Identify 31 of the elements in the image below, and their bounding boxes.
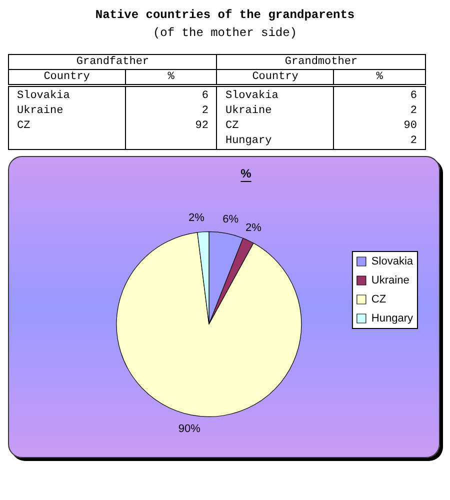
data-label: 2 <box>200 104 208 118</box>
category-label: Hungary <box>225 134 273 148</box>
category-label: CZ <box>225 120 239 132</box>
category-label: Ukraine <box>225 105 272 117</box>
category-label: Slovakia <box>17 89 71 103</box>
text: Country <box>252 71 298 83</box>
text: Country <box>8 70 126 86</box>
legend-label: Hungary <box>371 312 414 325</box>
text: % <box>376 71 383 83</box>
data-label: 6 <box>409 89 417 103</box>
legend-label: CZ <box>371 294 386 306</box>
data-label: 2 <box>409 104 417 118</box>
category-label: CZ <box>17 119 32 133</box>
text: (of the mother side) <box>152 26 298 40</box>
legend-label: Slovakia <box>371 256 414 268</box>
data-label: 6 <box>200 89 208 103</box>
data-label: 2% <box>188 212 205 224</box>
text: Grandfather <box>8 54 217 70</box>
data-label: 6% <box>222 214 239 226</box>
text: Grandmother <box>216 54 426 70</box>
data-label: 2 <box>409 134 417 148</box>
text: Native countries of the grandparents <box>94 8 356 22</box>
chart-title: % <box>240 166 252 181</box>
data-label: 2% <box>246 222 262 234</box>
legend-label: Ukraine <box>371 274 410 287</box>
category-label: Ukraine <box>17 104 64 118</box>
data-label: 92 <box>194 119 208 133</box>
text: % <box>125 70 217 86</box>
data-label: 90 <box>402 119 417 133</box>
data-label: 90% <box>178 422 201 435</box>
category-label: Slovakia <box>225 90 278 102</box>
